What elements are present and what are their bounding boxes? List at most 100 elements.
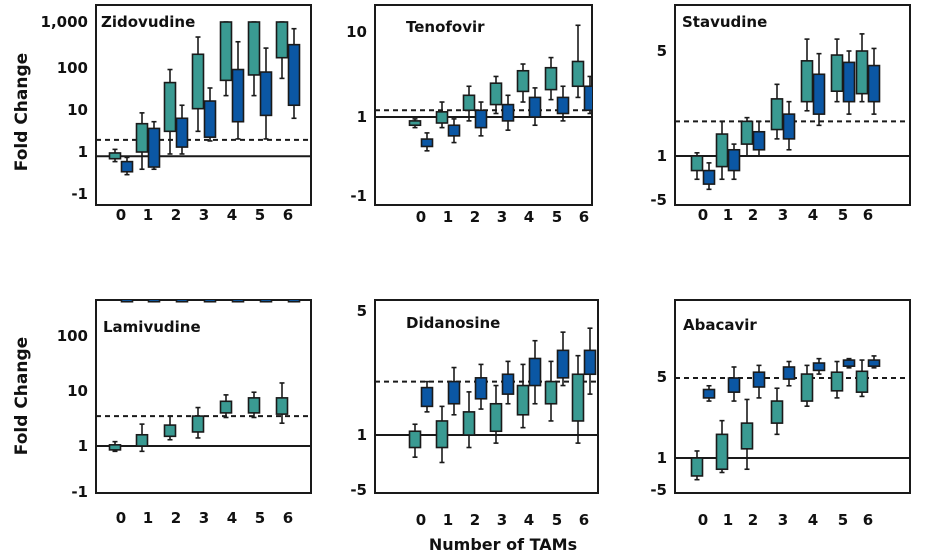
y-axis-label-top: Fold Change [12,53,32,171]
x-tick-label: 4 [227,206,237,224]
box-body [108,444,122,451]
y-axis-label-bottom: Fold Change [12,337,32,455]
box-teal-4 [516,63,530,103]
box-body [147,127,161,168]
box-teal-3 [489,384,503,444]
box-body [203,300,217,303]
plot-frame [95,299,312,494]
box-teal-2 [740,116,754,157]
x-tick-label: 4 [524,208,534,226]
box-body [740,120,754,145]
y-tick-label: 1 [78,143,88,161]
x-tick-label: 4 [524,511,534,529]
box-body [782,366,796,380]
box-body [462,94,476,112]
box-body [556,96,570,115]
box-blue-2 [752,120,766,157]
box-body [108,152,122,160]
box-blue-0 [420,380,434,413]
box-body [420,138,434,148]
box-blue-2 [752,364,766,399]
x-tick-label: 3 [199,509,209,527]
y-tick-label: 100 [57,327,88,345]
box-teal-0 [690,450,704,481]
x-tick-label: 1 [723,511,733,529]
box-body [163,424,177,438]
box-blue-1 [147,300,161,303]
box-body [867,64,881,103]
box-blue-2 [175,300,189,303]
x-tick-label: 6 [283,206,293,224]
x-tick-label: 0 [116,509,126,527]
x-tick-label: 0 [116,206,126,224]
box-teal-6 [571,24,585,99]
box-teal-1 [715,419,729,474]
panel-title: Stavudine [682,13,767,31]
box-teal-3 [770,387,784,436]
box-teal-2 [462,391,476,449]
x-tick-label: 6 [579,208,589,226]
plot-frame [374,299,599,494]
x-tick-label: 3 [497,208,507,226]
x-tick-label: 5 [838,511,848,529]
box-body [203,100,217,138]
box-blue-0 [120,300,134,303]
box-body [770,400,784,424]
box-body [501,373,515,395]
box-teal-0 [690,152,704,181]
box-body [231,68,245,123]
box-teal-1 [135,423,149,453]
box-body [287,43,301,107]
plot-area [375,327,598,464]
box-body [175,117,189,148]
box-body [528,357,542,387]
box-teal-4 [800,364,814,407]
x-tick-label: 2 [748,511,758,529]
y-tick-label: 1 [657,147,667,165]
x-tick-label: 4 [808,511,818,529]
panel-title: Abacavir [683,316,757,334]
box-body [474,109,488,129]
x-tick-label: 5 [838,206,848,224]
box-teal-3 [770,83,784,140]
panel-title: Tenofovir [406,18,485,36]
y-tick-label: 1 [357,108,367,126]
y-tick-label: 5 [657,42,667,60]
box-teal-1 [715,120,729,181]
box-teal-1 [135,112,149,171]
box-teal-5 [830,360,844,399]
box-body [727,148,741,172]
box-body [247,21,261,76]
x-tick-label: 1 [443,208,453,226]
box-body [855,370,869,393]
box-blue-3 [203,300,217,303]
box-body [812,73,826,115]
box-body [544,380,558,405]
box-body [231,300,245,303]
box-blue-1 [727,143,741,181]
x-tick-label: 0 [416,511,426,529]
box-body [275,21,289,59]
y-tick-label: -5 [650,481,667,499]
box-body [800,373,814,402]
box-body [812,362,826,372]
box-body [752,371,766,388]
box-blue-2 [474,363,488,410]
box-blue-2 [175,104,189,155]
box-blue-5 [842,50,856,115]
box-blue-3 [501,94,515,131]
box-body [583,349,597,376]
plot-frame [674,4,911,206]
box-body [489,402,503,433]
box-teal-0 [408,118,422,129]
box-body [583,85,592,112]
plot-area [675,33,910,191]
box-body [219,21,233,82]
x-tick-label: 0 [698,206,708,224]
y-tick-label: 10 [67,101,88,119]
